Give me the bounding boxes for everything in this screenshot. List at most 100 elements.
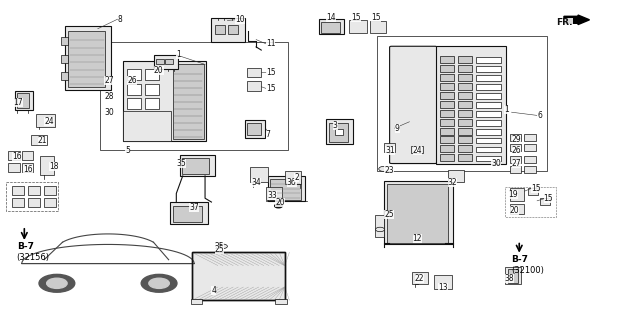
Bar	[124, 111, 172, 141]
Bar	[127, 69, 141, 80]
Bar	[266, 187, 282, 200]
Bar	[182, 158, 209, 174]
Text: 10: 10	[235, 15, 244, 24]
Bar	[173, 64, 204, 139]
Polygon shape	[22, 244, 194, 264]
Bar	[508, 269, 518, 283]
Bar	[476, 147, 501, 152]
Bar	[440, 127, 454, 134]
Text: B-7: B-7	[17, 243, 34, 252]
Circle shape	[149, 278, 170, 288]
FancyArrow shape	[564, 15, 589, 25]
Text: 18: 18	[49, 162, 59, 171]
Bar	[458, 56, 472, 63]
Circle shape	[141, 274, 177, 292]
Text: 34: 34	[251, 178, 260, 187]
Bar	[246, 68, 260, 77]
Bar	[458, 136, 472, 143]
Bar	[349, 20, 367, 33]
Text: 22: 22	[415, 274, 424, 283]
Bar	[156, 59, 164, 64]
Bar	[250, 167, 268, 182]
Text: (32156): (32156)	[17, 253, 50, 262]
Bar	[22, 163, 33, 172]
Text: 26: 26	[127, 76, 137, 85]
Bar	[387, 184, 448, 243]
Bar	[61, 37, 68, 45]
Text: 15: 15	[266, 68, 275, 77]
Text: 19: 19	[508, 189, 518, 199]
Bar	[528, 188, 538, 195]
Bar	[440, 56, 454, 63]
Bar	[247, 123, 261, 135]
Bar	[145, 84, 159, 95]
Bar	[31, 134, 47, 145]
Text: 21: 21	[38, 136, 47, 145]
Bar	[476, 84, 501, 90]
Bar	[44, 186, 56, 195]
Bar	[524, 144, 536, 151]
Text: 1: 1	[504, 105, 509, 114]
Text: 36: 36	[287, 178, 296, 187]
Text: 8: 8	[118, 15, 122, 24]
Text: 32: 32	[448, 178, 458, 187]
Text: 16: 16	[23, 165, 33, 174]
Bar	[228, 25, 238, 34]
Bar	[28, 198, 40, 207]
Bar	[509, 188, 524, 201]
Bar	[476, 75, 501, 81]
Bar	[440, 119, 454, 125]
Circle shape	[379, 166, 389, 172]
Text: 28: 28	[104, 92, 114, 101]
Circle shape	[47, 278, 67, 288]
Bar	[154, 55, 178, 69]
Bar	[211, 18, 244, 42]
Bar	[476, 111, 501, 117]
Bar	[15, 91, 33, 110]
Bar	[17, 93, 29, 108]
Bar	[384, 181, 453, 244]
Bar	[440, 136, 454, 143]
Bar	[12, 198, 24, 207]
Circle shape	[218, 244, 227, 249]
Bar	[22, 151, 33, 160]
Bar	[458, 145, 472, 152]
Bar	[476, 156, 501, 161]
Text: 29: 29	[511, 135, 521, 144]
Bar	[540, 197, 550, 204]
Bar	[192, 252, 285, 300]
Bar	[12, 186, 24, 195]
Bar	[173, 206, 202, 222]
Bar	[28, 186, 40, 195]
Bar	[127, 98, 141, 109]
Bar	[268, 176, 305, 201]
Bar	[8, 163, 20, 172]
Bar	[192, 252, 285, 300]
Bar	[509, 166, 521, 173]
Text: 6: 6	[537, 111, 542, 120]
Text: 33: 33	[268, 190, 277, 200]
Bar	[44, 198, 56, 207]
Bar	[458, 154, 472, 161]
Text: 16: 16	[12, 152, 22, 161]
Bar	[384, 143, 396, 152]
Bar	[412, 271, 428, 284]
Text: 11: 11	[266, 39, 275, 48]
Text: 31: 31	[385, 146, 395, 155]
Text: 27: 27	[104, 76, 114, 85]
Bar	[476, 102, 501, 108]
Bar	[375, 215, 385, 237]
Text: 27: 27	[511, 159, 521, 168]
Text: 12: 12	[413, 234, 422, 243]
FancyBboxPatch shape	[390, 46, 437, 164]
Bar	[505, 267, 521, 284]
Text: 3: 3	[333, 121, 338, 131]
Bar	[145, 69, 159, 80]
Bar	[448, 170, 464, 182]
Bar	[524, 166, 536, 173]
Bar	[458, 65, 472, 72]
Bar	[319, 19, 344, 34]
Bar	[476, 57, 501, 63]
Text: 7: 7	[266, 130, 271, 139]
Bar	[166, 59, 173, 64]
